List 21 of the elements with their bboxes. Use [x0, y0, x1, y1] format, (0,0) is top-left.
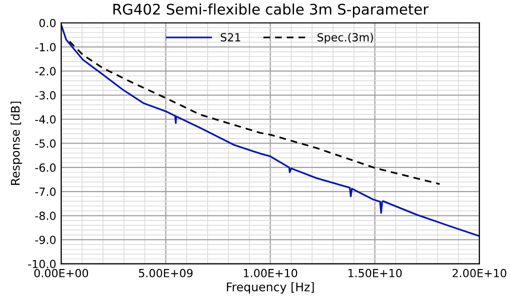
y-tick-label: -7.0 — [35, 188, 56, 196]
y-tick-label: -5.0 — [35, 139, 56, 148]
x-tick-label: 5.00E+09 — [139, 268, 193, 278]
y-tick-label: -4.0 — [35, 115, 56, 124]
y-tick-label: -3.0 — [35, 91, 56, 100]
chart-title: RG402 Semi-flexible cable 3m S-parameter — [113, 3, 429, 18]
y-tick-label: -10.0 — [28, 260, 56, 268]
x-axis-title: Frequency [Hz] — [226, 282, 314, 294]
y-tick-label: -6.0 — [35, 163, 56, 172]
x-tick-label: 2.00E+10 — [452, 268, 506, 278]
y-tick-label: -1.0 — [35, 42, 56, 52]
y-axis-title: Response [dB] — [10, 102, 22, 185]
x-tick-label: 1.50E+10 — [348, 268, 402, 278]
y-tick-label: 0.0 — [39, 18, 56, 28]
x-tick-label: 1.00E+10 — [244, 268, 298, 278]
y-tick-label: -9.0 — [35, 236, 56, 244]
x-tick-label: 0.00E+00 — [34, 268, 88, 278]
legend-label: Spec.(3m) — [318, 32, 373, 44]
legend-label: S21 — [220, 33, 240, 42]
y-tick-label: -2.0 — [35, 67, 56, 76]
y-tick-label: -8.0 — [35, 212, 56, 220]
